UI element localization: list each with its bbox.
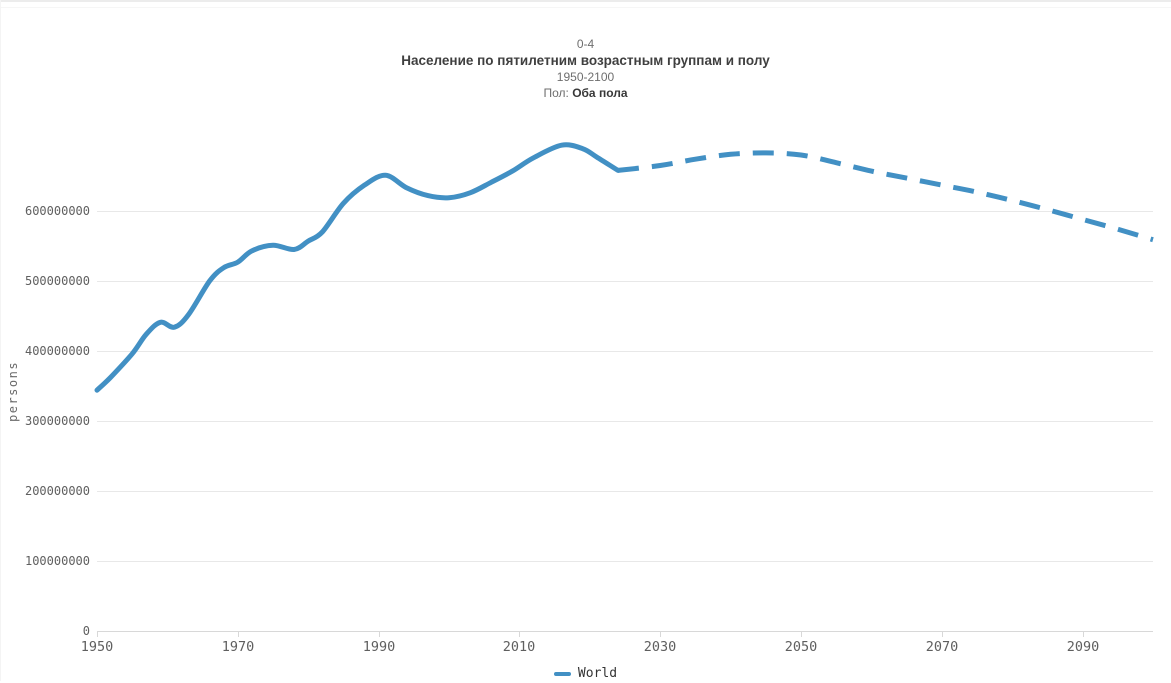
x-tick-label: 2050	[784, 639, 818, 655]
x-tick-label: 2010	[502, 639, 536, 655]
sex-label: Пол:	[543, 86, 569, 100]
age-group-label: 0-4	[576, 37, 595, 51]
y-tick-label: 0	[82, 624, 90, 638]
y-tick-label: 500000000	[24, 274, 90, 288]
x-tick-label: 2030	[643, 639, 677, 655]
legend-line-marker	[553, 672, 571, 676]
series-line-projection	[617, 150, 1154, 243]
x-tick-label: 1950	[80, 639, 114, 655]
left-border-line	[0, 0, 1, 681]
sex-subtitle: Пол: Оба пола	[0, 85, 1171, 101]
series-line-world	[94, 142, 621, 393]
chart-title: Население по пятилетним возрастным групп…	[401, 53, 770, 68]
sex-value: Оба пола	[572, 86, 628, 100]
y-tick-label: 400000000	[24, 344, 90, 358]
x-tick-label: 1970	[221, 639, 255, 655]
y-tick-label: 200000000	[24, 484, 90, 498]
legend-label: World	[577, 666, 618, 681]
y-tick-label: 600000000	[24, 204, 90, 218]
y-tick-label: 300000000	[24, 414, 90, 428]
x-tick-label: 2070	[925, 639, 959, 655]
chart-year-range: 1950-2100	[556, 70, 615, 84]
chart-header: 0-4 Население по пятилетним возрастным г…	[0, 36, 1171, 101]
top-border-line-faint	[0, 7, 1171, 8]
top-border-line	[0, 0, 1171, 2]
y-tick-label: 100000000	[24, 554, 90, 568]
x-tick-label: 2090	[1066, 639, 1100, 655]
x-tick-label: 1990	[362, 639, 396, 655]
legend[interactable]: World	[0, 667, 1171, 683]
